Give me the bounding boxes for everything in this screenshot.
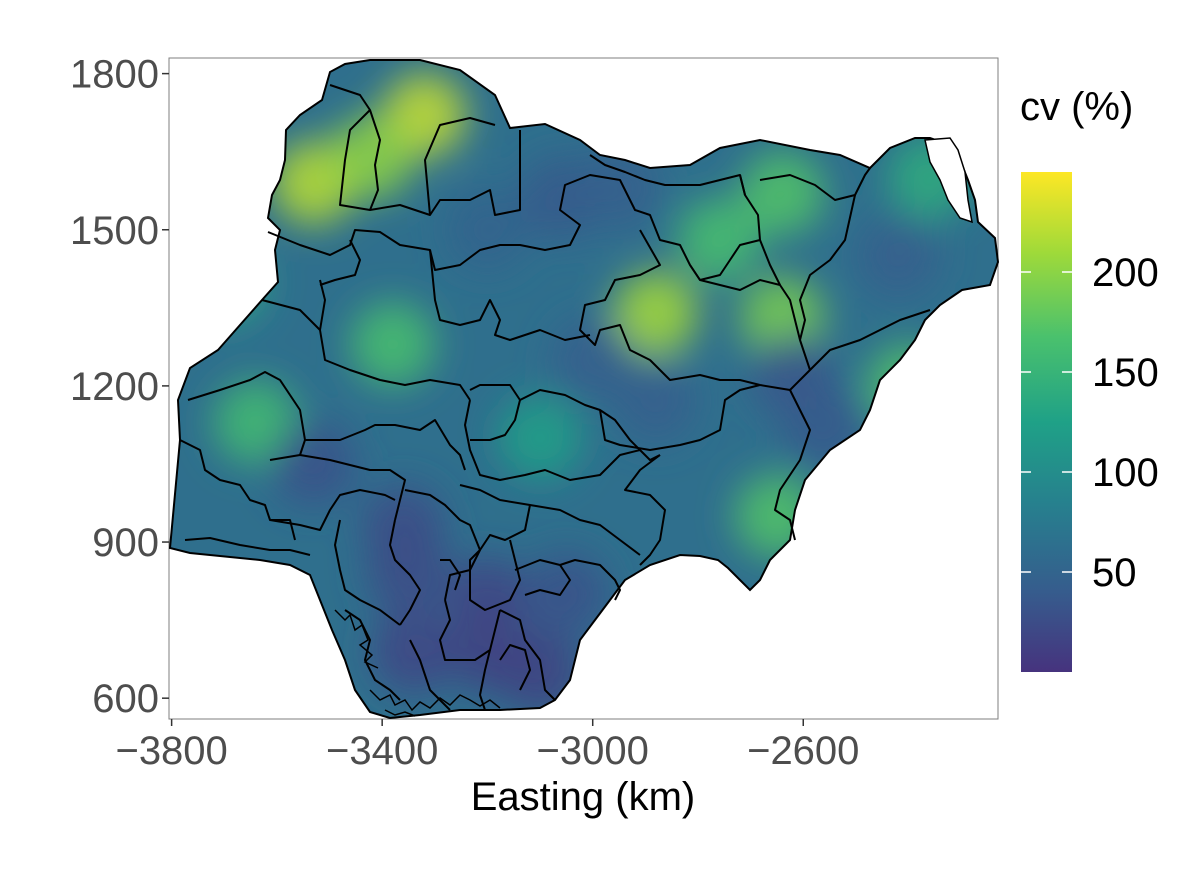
state-boundary: [187, 371, 306, 456]
raster-hotspot: [271, 421, 356, 506]
raster-hotspot: [445, 187, 530, 272]
lake-chad-area: [924, 137, 973, 224]
legend: cv (%) 50 100 150 200: [1020, 85, 1159, 672]
legend-tick-label: 50: [1092, 551, 1137, 595]
state-boundary: [269, 454, 406, 521]
raster-hotspot: [498, 630, 583, 715]
state-boundary: [329, 84, 521, 216]
legend-colorbar: [1021, 172, 1072, 672]
state-boundary: [479, 504, 531, 551]
y-tick-label: 1500: [70, 209, 159, 253]
state-boundary: [305, 419, 466, 471]
y-tick-label: 1800: [70, 53, 159, 97]
state-boundary: [624, 454, 666, 566]
state-boundary: [514, 559, 571, 596]
state-boundary: [559, 559, 621, 601]
state-boundary: [267, 174, 761, 281]
state-boundary: [389, 519, 421, 626]
x-tick-label: −3000: [537, 729, 649, 773]
state-boundary: [469, 384, 521, 441]
legend-title: cv (%): [1020, 85, 1133, 129]
raster-hotspot: [498, 395, 583, 480]
state-boundary: [184, 537, 311, 556]
state-boundary: [759, 239, 781, 286]
state-boundary: [459, 484, 641, 556]
state-boundaries: [179, 84, 931, 711]
raster-hotspot: [740, 151, 825, 236]
delta-creeks: [369, 689, 501, 712]
raster-hotspot: [577, 146, 662, 231]
state-boundary: [334, 519, 401, 626]
plot-panel-border: [168, 57, 999, 720]
legend-ticks: 50 100 150 200: [1021, 251, 1159, 595]
state-boundary: [519, 389, 641, 451]
y-axis: 600 900 1200 1500 1800: [70, 53, 169, 721]
state-boundary: [589, 154, 746, 196]
y-tick-label: 600: [92, 677, 159, 721]
state-boundary: [269, 489, 396, 531]
raster-hotspot: [182, 239, 267, 324]
state-boundary: [429, 249, 591, 341]
raster-hotspot: [677, 198, 762, 283]
state-boundary: [439, 599, 501, 661]
raster-hotspot: [213, 380, 298, 465]
delta-creeks: [384, 709, 416, 717]
legend-tick-label: 100: [1092, 451, 1159, 495]
x-tick-label: −3800: [115, 729, 227, 773]
raster-hotspots: [182, 73, 972, 715]
state-boundary: [689, 264, 811, 371]
coastline-detail: [334, 609, 501, 717]
state-boundary: [499, 609, 556, 701]
raster-hotspot: [613, 271, 698, 356]
state-boundary: [479, 649, 491, 711]
raster-hotspot: [350, 302, 435, 387]
state-boundary: [799, 194, 856, 341]
state-boundary: [599, 384, 761, 451]
state-boundary: [759, 167, 871, 201]
delta-creeks: [334, 609, 379, 669]
x-axis-title: Easting (km): [471, 775, 696, 819]
state-boundary: [319, 239, 361, 286]
state-boundary: [440, 559, 461, 591]
cv-raster: [170, 60, 998, 718]
state-boundary: [499, 644, 531, 691]
state-boundary: [369, 109, 381, 211]
y-tick-label: 1200: [70, 365, 159, 409]
state-boundary: [469, 539, 521, 611]
state-boundary: [579, 229, 931, 391]
state-boundary: [774, 389, 811, 541]
state-boundary: [179, 439, 296, 541]
state-boundary: [319, 279, 326, 331]
x-tick-label: −3400: [326, 729, 438, 773]
state-boundary: [344, 609, 401, 701]
legend-tick-label: 200: [1092, 251, 1159, 295]
raster-hotspot: [524, 552, 609, 637]
x-axis: −3800 −3400 −3000 −2600: [115, 719, 859, 773]
raster-hotspot: [613, 359, 698, 444]
state-boundary: [404, 489, 481, 601]
x-tick-label: −2600: [747, 729, 859, 773]
raster-hotspot: [734, 474, 819, 559]
state-boundary: [261, 299, 471, 401]
raster-hotspot: [329, 114, 414, 199]
raster-hotspot: [371, 609, 456, 694]
state-boundary: [409, 639, 451, 711]
state-boundary: [424, 117, 496, 216]
y-tick-label: 900: [92, 521, 159, 565]
raster-hotspot: [866, 343, 951, 428]
country-outline: [168, 59, 1000, 720]
legend-tick-label: 150: [1092, 351, 1159, 395]
raster-hotspot: [855, 213, 940, 298]
